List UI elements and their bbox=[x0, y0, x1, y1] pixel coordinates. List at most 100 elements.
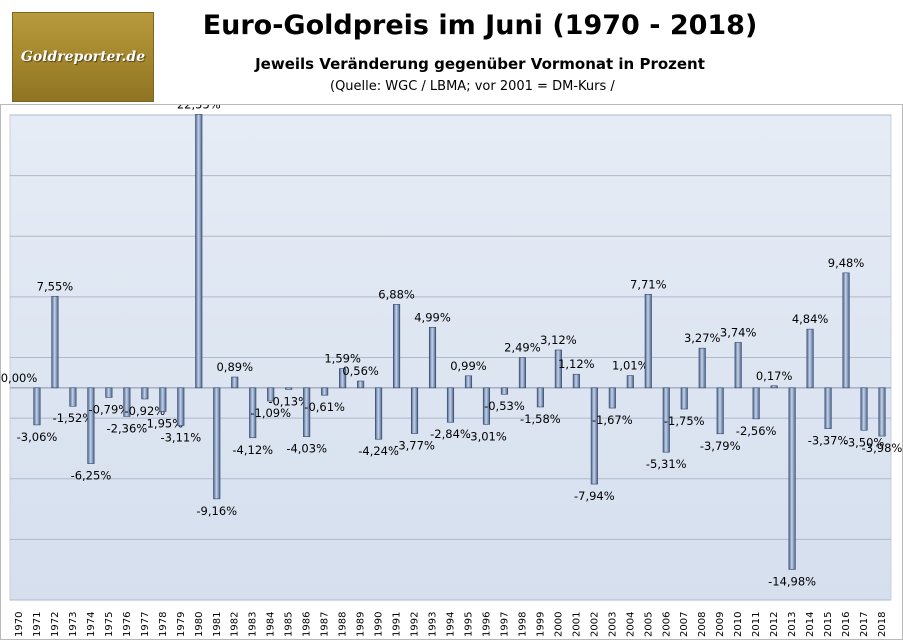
bar-2014 bbox=[806, 328, 814, 389]
x-tick-2000: 2000 bbox=[553, 612, 564, 637]
data-label-1976: -2,36% bbox=[107, 421, 148, 435]
x-tick-2001: 2001 bbox=[571, 612, 582, 637]
x-tick-2016: 2016 bbox=[841, 612, 852, 637]
x-tick-2002: 2002 bbox=[589, 612, 600, 637]
data-label-2012: 0,17% bbox=[756, 369, 793, 383]
x-tick-2007: 2007 bbox=[679, 612, 690, 637]
x-tick-1993: 1993 bbox=[428, 612, 439, 637]
bar-1973 bbox=[69, 387, 77, 407]
data-label-1998: 2,49% bbox=[504, 341, 541, 355]
data-label-1999: -1,58% bbox=[520, 412, 561, 426]
data-label-1970: 0,00% bbox=[1, 371, 37, 385]
x-tick-1979: 1979 bbox=[176, 612, 187, 637]
bar-1979 bbox=[177, 387, 185, 426]
x-tick-2008: 2008 bbox=[697, 612, 708, 637]
bar-2010 bbox=[734, 342, 742, 389]
data-label-1991: 6,88% bbox=[378, 287, 415, 301]
x-tick-1974: 1974 bbox=[86, 612, 97, 637]
bar-1988 bbox=[339, 368, 347, 389]
x-tick-1985: 1985 bbox=[284, 612, 295, 637]
data-label-1973: -1,52% bbox=[53, 411, 94, 425]
x-tick-2003: 2003 bbox=[607, 612, 618, 637]
bar-chart: 0,00% 1970 -3,06% 1971 7,55% 1972 -1,52% 1973 -6… bbox=[1, 105, 902, 637]
x-tick-2013: 2013 bbox=[787, 612, 798, 637]
bar-1994 bbox=[446, 387, 455, 423]
x-tick-2009: 2009 bbox=[715, 612, 726, 637]
x-tick-1990: 1990 bbox=[374, 612, 385, 637]
data-label-1980: 22,55% bbox=[177, 105, 221, 111]
bar-1987 bbox=[321, 387, 329, 396]
data-label-2017: -3,50% bbox=[844, 435, 885, 449]
x-tick-1982: 1982 bbox=[230, 612, 241, 637]
bar-2004 bbox=[626, 375, 634, 389]
bar-1989 bbox=[357, 380, 365, 389]
data-label-1988: 1,59% bbox=[324, 352, 361, 366]
bar-1982 bbox=[231, 376, 239, 389]
x-tick-1992: 1992 bbox=[410, 612, 421, 637]
data-label-1978: -1,95% bbox=[142, 416, 183, 430]
x-tick-1997: 1997 bbox=[499, 612, 510, 637]
data-label-2010: 3,74% bbox=[720, 325, 757, 339]
bar-1975 bbox=[105, 387, 113, 398]
bar-2000 bbox=[554, 349, 562, 389]
data-label-2016: 9,48% bbox=[828, 256, 865, 270]
x-tick-1984: 1984 bbox=[266, 612, 277, 637]
data-label-1986: -4,03% bbox=[286, 442, 327, 456]
data-label-2001: 1,12% bbox=[558, 357, 595, 371]
data-label-1981: -9,16% bbox=[196, 504, 237, 518]
x-tick-1989: 1989 bbox=[356, 612, 367, 637]
data-label-1972: 7,55% bbox=[37, 279, 74, 293]
x-tick-1978: 1978 bbox=[158, 612, 169, 637]
data-label-1974: -6,25% bbox=[71, 469, 112, 483]
bar-1985 bbox=[285, 387, 293, 390]
data-label-1975: -0,79% bbox=[89, 402, 130, 416]
data-label-2014: 4,84% bbox=[792, 312, 829, 326]
bar-1978 bbox=[159, 387, 167, 412]
bar-1993 bbox=[428, 327, 437, 389]
bar-1980 bbox=[195, 114, 203, 389]
bar-1971 bbox=[33, 387, 41, 426]
x-tick-1970: 1970 bbox=[14, 612, 25, 637]
bar-2017 bbox=[860, 387, 868, 431]
data-label-1971: -3,06% bbox=[17, 430, 58, 444]
x-tick-1972: 1972 bbox=[50, 612, 61, 637]
data-label-1979: -3,11% bbox=[160, 431, 201, 445]
x-tick-1981: 1981 bbox=[212, 612, 223, 637]
data-label-1984: -1,09% bbox=[250, 406, 291, 420]
x-tick-2004: 2004 bbox=[625, 612, 636, 637]
x-tick-1996: 1996 bbox=[481, 612, 492, 637]
data-label-2009: -3,79% bbox=[700, 439, 741, 453]
x-tick-1971: 1971 bbox=[32, 612, 43, 637]
data-label-1982: 0,89% bbox=[216, 360, 253, 374]
bar-1972 bbox=[51, 295, 59, 389]
x-tick-1977: 1977 bbox=[140, 612, 151, 637]
x-tick-1980: 1980 bbox=[194, 612, 205, 637]
bar-2018 bbox=[878, 387, 886, 437]
data-label-1983: -4,12% bbox=[232, 443, 273, 457]
data-label-2011: -2,56% bbox=[736, 424, 777, 438]
bar-2013 bbox=[788, 387, 796, 570]
bar-1991 bbox=[393, 304, 401, 389]
data-label-1997: -0,53% bbox=[484, 399, 525, 413]
bar-2005 bbox=[644, 294, 652, 389]
x-tick-1986: 1986 bbox=[302, 612, 313, 637]
x-tick-2018: 2018 bbox=[877, 612, 888, 637]
x-tick-2017: 2017 bbox=[859, 612, 870, 637]
bar-1981 bbox=[213, 387, 221, 500]
bar-2012 bbox=[770, 385, 778, 389]
x-tick-1999: 1999 bbox=[535, 612, 546, 637]
data-label-2018: -3,98% bbox=[862, 441, 902, 455]
x-tick-1998: 1998 bbox=[517, 612, 528, 637]
data-label-2008: 3,27% bbox=[684, 331, 721, 345]
chart-frame: 0,00% 1970 -3,06% 1971 7,55% 1972 -1,52% 1973 -6… bbox=[0, 104, 903, 640]
data-label-1989: 0,56% bbox=[342, 364, 379, 378]
data-label-1992: -3,77% bbox=[394, 439, 435, 453]
bar-2008 bbox=[698, 347, 706, 389]
bar-2006 bbox=[662, 387, 670, 453]
data-label-2006: -5,31% bbox=[646, 457, 687, 471]
bar-2015 bbox=[824, 387, 832, 429]
data-label-1987: -0,61% bbox=[304, 400, 345, 414]
bar-2011 bbox=[752, 387, 760, 420]
data-label-2002: -7,94% bbox=[574, 489, 615, 503]
x-tick-2014: 2014 bbox=[805, 612, 816, 637]
